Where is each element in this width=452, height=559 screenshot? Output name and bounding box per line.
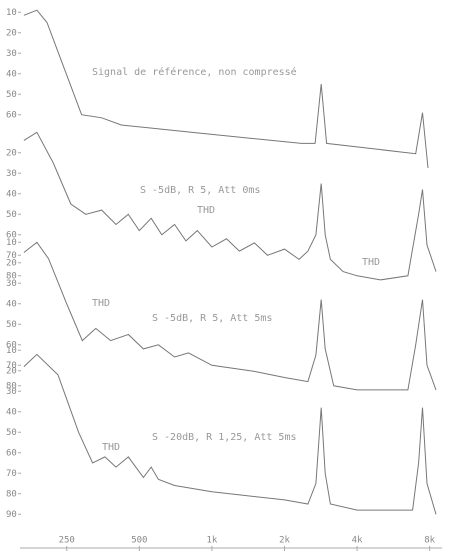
y-tick-label: 50 — [6, 90, 17, 100]
x-tick-label: 250 — [59, 536, 75, 546]
y-tick-label: 10 — [6, 346, 17, 356]
annotation: THD — [362, 257, 380, 268]
y-tick-label: 30 — [6, 169, 17, 179]
x-tick-label: 500 — [131, 536, 147, 546]
y-tick-label: 70 — [6, 361, 17, 371]
panel-label: S -5dB, R 5, Att 0ms — [140, 185, 260, 196]
y-tick-label: 20 — [6, 366, 17, 376]
y-tick-label: 70 — [6, 251, 17, 261]
y-tick-label: 60 — [6, 110, 17, 120]
spectrum-line — [23, 241, 437, 391]
y-tick-label: 40 — [6, 69, 17, 79]
y-tick-label: 30 — [6, 49, 17, 59]
spectrum-line — [23, 353, 437, 515]
y-tick-label: 50 — [6, 210, 17, 220]
annotation: THD — [197, 205, 215, 216]
annotation: THD — [92, 298, 110, 309]
y-tick-label: 60 — [6, 448, 17, 458]
spectrum-line — [23, 131, 437, 281]
y-tick-label: 40 — [6, 407, 17, 417]
x-tick-label: 8k — [424, 536, 435, 546]
y-tick-label: 80 — [6, 381, 17, 391]
y-tick-label: 60 — [6, 230, 17, 240]
y-tick-label: 30 — [6, 387, 17, 397]
y-tick-label: 20 — [6, 148, 17, 158]
y-tick-label: 40 — [6, 189, 17, 199]
x-tick-label: 2k — [279, 536, 290, 546]
y-tick-label: 10 — [6, 8, 17, 18]
y-tick-label: 30 — [6, 279, 17, 289]
y-tick-label: 40 — [6, 299, 17, 309]
y-tick-label: 20 — [6, 28, 17, 38]
y-tick-label: 80 — [6, 489, 17, 499]
y-tick-label: 70 — [6, 469, 17, 479]
x-tick-label: 1k — [206, 536, 217, 546]
spectrum-line — [23, 9, 429, 169]
y-tick-label: 80 — [6, 271, 17, 281]
y-tick-label: 60 — [6, 340, 17, 350]
y-tick-label: 10 — [6, 238, 17, 248]
y-tick-label: 50 — [6, 428, 17, 438]
y-tick-label: 50 — [6, 320, 17, 330]
y-tick-label: 90 — [6, 510, 17, 520]
y-tick-label: 20 — [6, 258, 17, 268]
x-tick-label: 4k — [352, 536, 363, 546]
panel-label: Signal de référence, non compressé — [92, 66, 297, 78]
panel-label: S -5dB, R 5, Att 5ms — [152, 313, 272, 324]
panel-label: S -20dB, R 1,25, Att 5ms — [152, 432, 297, 443]
annotation: THD — [102, 442, 120, 453]
